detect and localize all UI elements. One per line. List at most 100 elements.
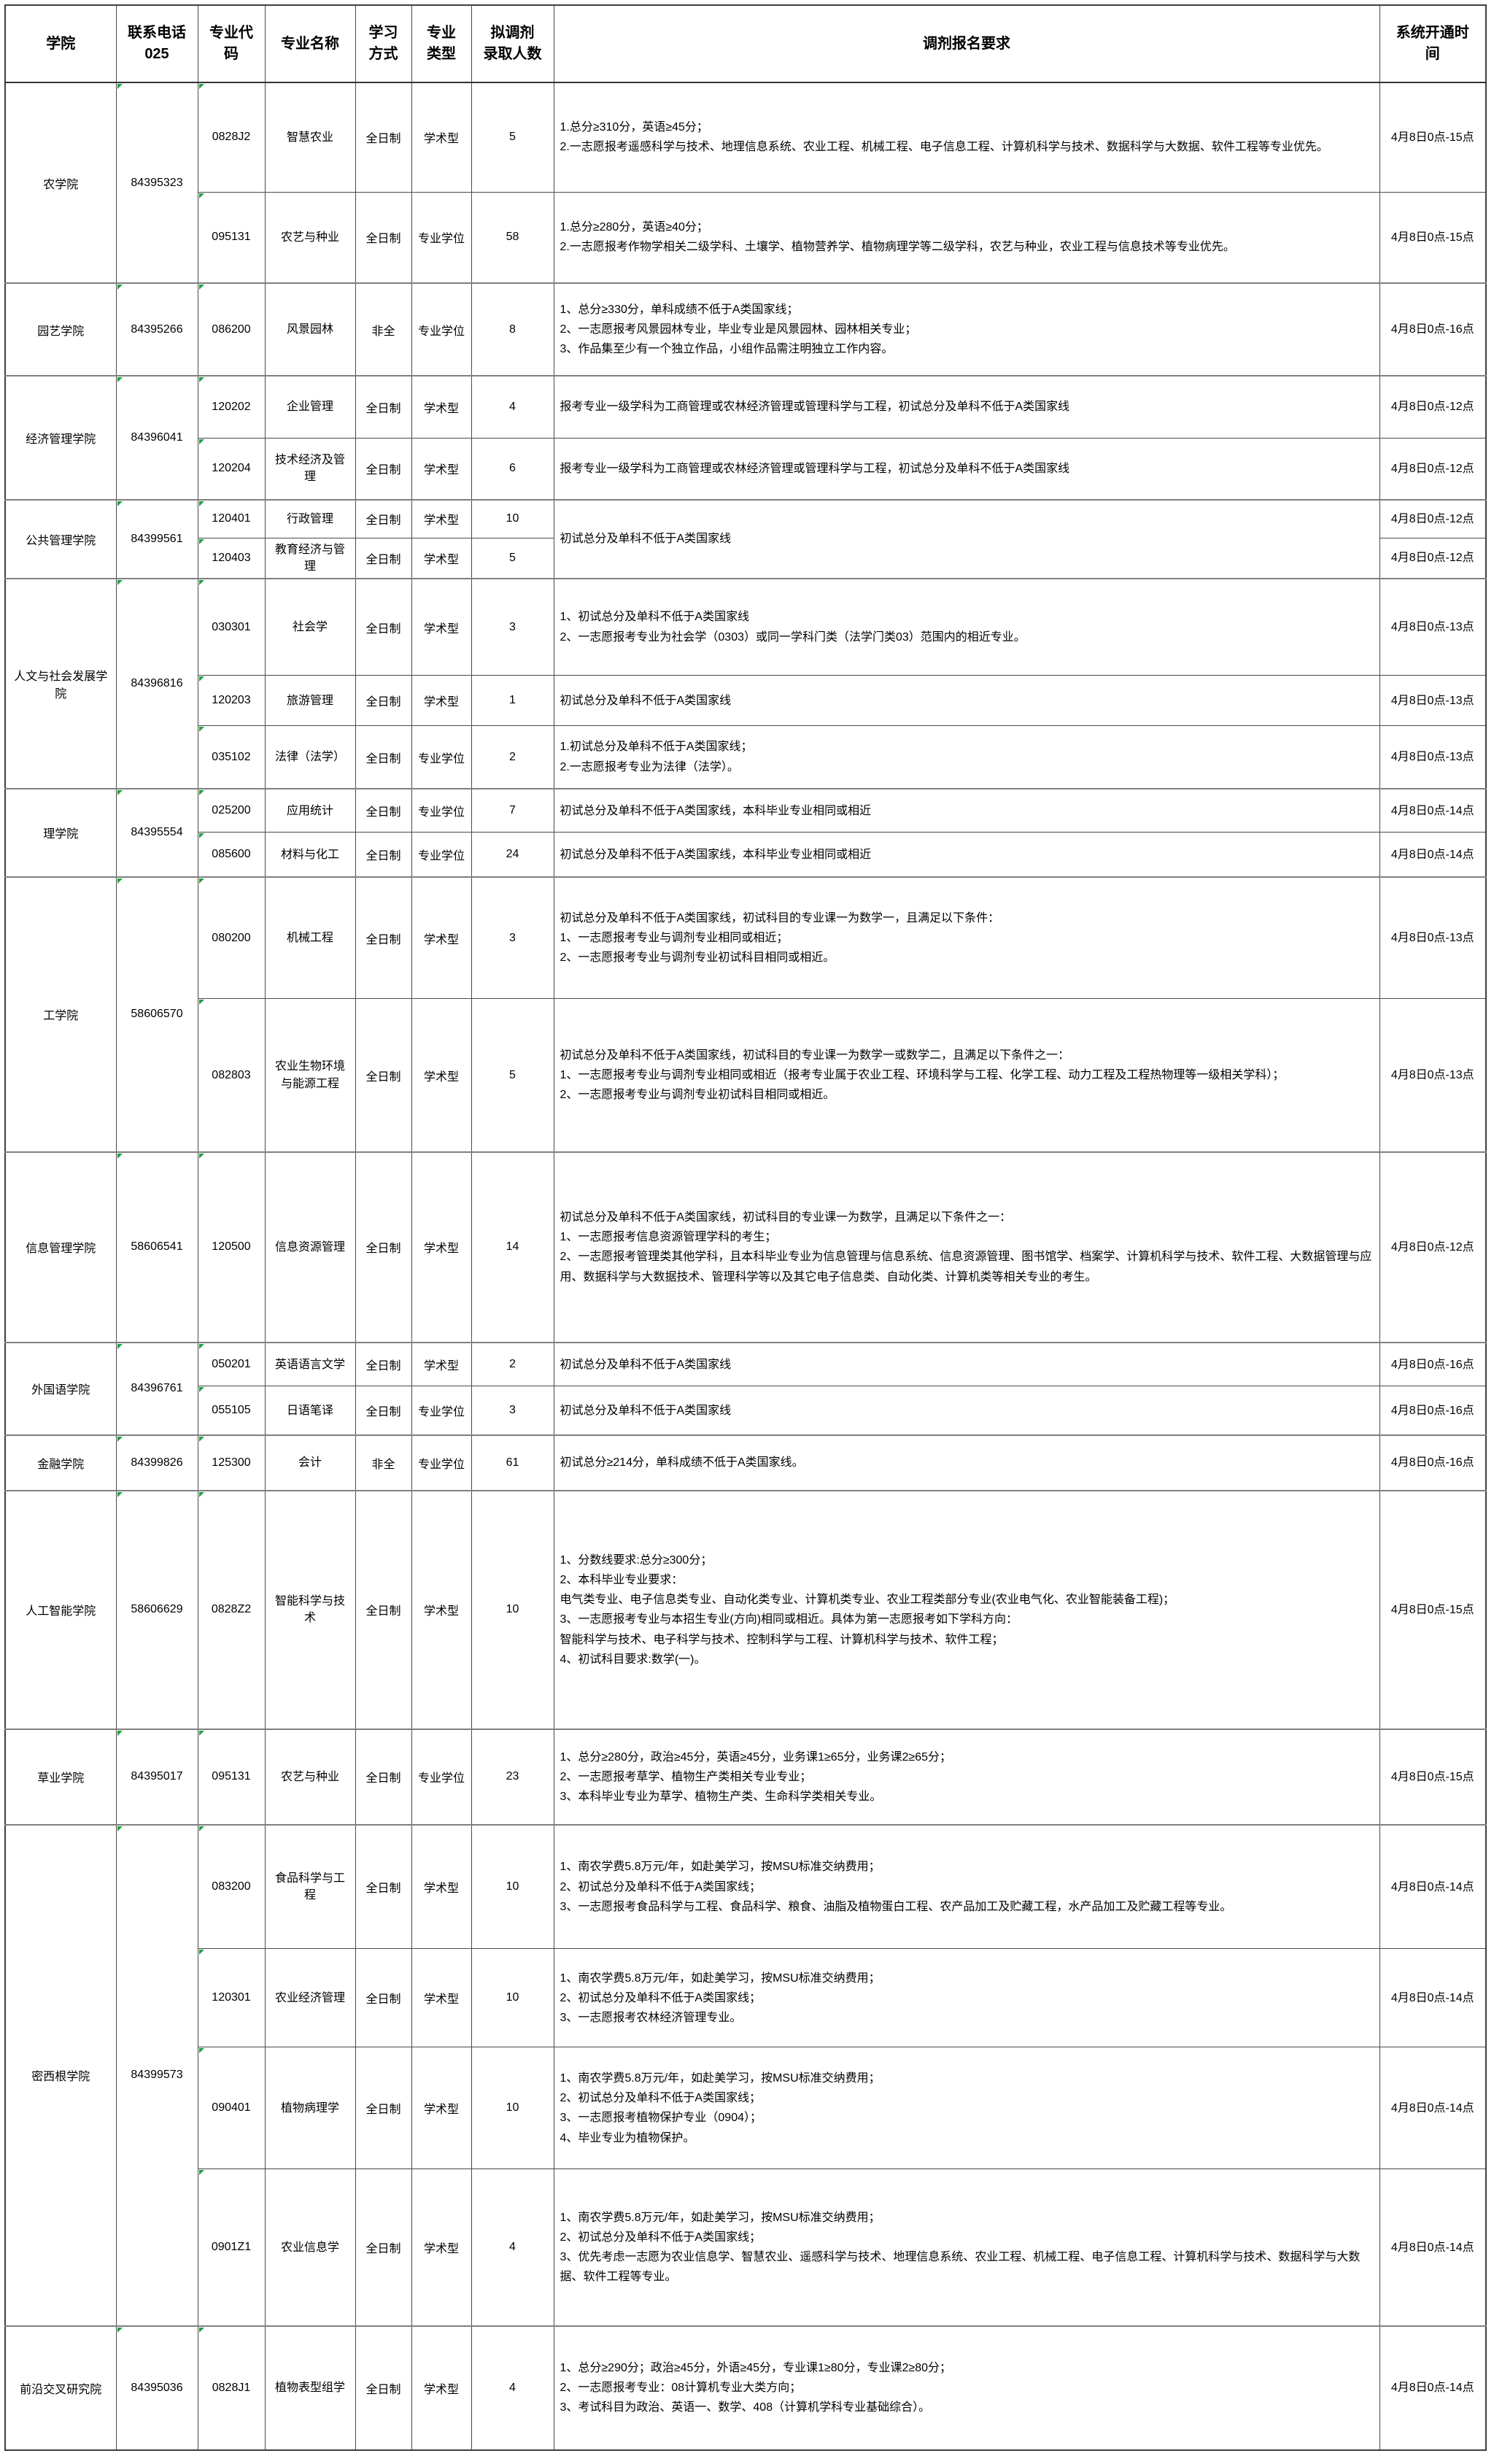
degree-type-cell: 学术型 (411, 2047, 472, 2170)
study-mode-cell: 全日制 (355, 1823, 412, 1950)
major-code-cell: 0901Z1 (197, 2168, 266, 2327)
study-mode-cell: 全日制 (355, 998, 412, 1153)
open-time-cell: 4月8日0点-13点 (1379, 577, 1487, 676)
column-header-phone: 联系电话 025 (115, 4, 198, 83)
study-mode-cell: 全日制 (355, 1386, 412, 1436)
table-row: 园艺学院 84395266 086200 风景园林 非全 专业学位 8 1、总分≥330分，单… (4, 282, 1487, 376)
table-row: 095131 农艺与种业 全日制 专业学位 58 1.总分≥280分，英语≥40分； 2.… (5, 191, 1487, 284)
requirements-cell: 初试总分及单科不低于A类国家线 (553, 675, 1380, 727)
table-row: 035102 法律（法学） 全日制 专业学位 2 1.初试总分及单科不低于A类国家线； 2… (5, 725, 1487, 789)
study-mode-cell: 全日制 (355, 1948, 412, 2048)
study-mode-cell: 全日制 (355, 375, 412, 439)
major-name-cell: 应用统计 (264, 787, 356, 833)
degree-type-cell: 学术型 (411, 499, 472, 538)
requirements-cell: 初试总分及单科不低于A类国家线 (553, 1386, 1380, 1436)
major-name-cell: 会计 (264, 1434, 356, 1491)
major-name-cell: 技术经济及管理 (264, 437, 356, 501)
study-mode-cell: 全日制 (355, 499, 412, 538)
study-mode-cell: 全日制 (355, 1728, 412, 1826)
major-code-cell: 0828Z2 (197, 1489, 266, 1730)
adjustment-table: 学院 联系电话 025 专业代 码专业名称 学习 方式 专业 类型 拟调剂 录取人数 调剂报… (4, 4, 1487, 2451)
study-mode-cell: 全日制 (355, 832, 412, 878)
requirements-cell: 1.总分≥280分，英语≥40分； 2.一志愿报考作物学相关二级学科、土壤学、植… (553, 191, 1380, 284)
phone-cell: 58606541 (115, 1151, 198, 1343)
major-code-cell: 125300 (197, 1434, 266, 1491)
phone-cell: 84395323 (115, 82, 198, 284)
open-time-cell: 4月8日0点-16点 (1379, 282, 1487, 376)
study-mode-cell: 全日制 (355, 82, 412, 193)
requirements-cell: 1、南农学费5.8万元/年，如赴美学习，按MSU标准交纳费用； 2、初试总分及单… (553, 2047, 1380, 2170)
column-header-degree-type: 专业 类型 (411, 4, 472, 83)
table-row: 085600 材料与化工 全日制 专业学位 24 初试总分及单科不低于A类国家线，本科毕业… (5, 832, 1487, 878)
major-name-cell: 农业经济管理 (264, 1948, 356, 2048)
phone-cell: 58606629 (115, 1489, 198, 1730)
open-time-cell: 4月8日0点-14点 (1379, 2325, 1487, 2451)
column-header-open-time: 系统开通时 间 (1379, 4, 1487, 83)
study-mode-cell: 全日制 (355, 577, 412, 676)
quota-cell: 7 (471, 787, 554, 833)
requirements-cell: 1、分数线要求:总分≥300分； 2、本科毕业专业要求： 电气类专业、电子信息类… (553, 1489, 1380, 1730)
requirements-cell: 初试总分及单科不低于A类国家线，初试科目的专业课一为数学一，且满足以下条件： 1… (553, 876, 1380, 1000)
college-cell: 工学院 (4, 876, 117, 1153)
major-code-cell: 120204 (197, 437, 266, 501)
quota-cell: 5 (471, 998, 554, 1153)
college-cell: 草业学院 (4, 1728, 117, 1826)
study-mode-cell: 全日制 (355, 725, 412, 789)
quota-cell: 10 (471, 1823, 554, 1950)
open-time-cell: 4月8日0点-15点 (1379, 82, 1487, 193)
major-code-cell: 083200 (197, 1823, 266, 1950)
phone-cell: 84395036 (115, 2325, 198, 2451)
column-header-quota: 拟调剂 录取人数 (471, 4, 554, 83)
major-name-cell: 行政管理 (264, 499, 356, 538)
requirements-cell: 1、南农学费5.8万元/年，如赴美学习，按MSU标准交纳费用； 2、初试总分及单… (553, 1823, 1380, 1950)
college-cell: 人文与社会发展学院 (4, 577, 117, 789)
major-name-cell: 农业生物环境与能源工程 (264, 998, 356, 1153)
table-row: 090401 植物病理学 全日制 学术型 10 1、南农学费5.8万元/年，如赴美学习，按… (5, 2047, 1487, 2170)
quota-cell: 23 (471, 1728, 554, 1826)
major-code-cell: 120202 (197, 375, 266, 439)
requirements-cell: 报考专业一级学科为工商管理或农林经济管理或管理科学与工程，初试总分及单科不低于A… (553, 437, 1380, 501)
quota-cell: 10 (471, 2047, 554, 2170)
college-cell: 金融学院 (4, 1434, 117, 1491)
major-code-cell: 080200 (197, 876, 266, 1000)
major-code-cell: 120301 (197, 1948, 266, 2048)
phone-cell: 84396041 (115, 375, 198, 501)
requirements-cell: 1.总分≥310分，英语≥45分； 2.一志愿报考遥感科学与技术、地理信息系统、… (553, 82, 1380, 193)
study-mode-cell: 全日制 (355, 1341, 412, 1387)
degree-type-cell: 学术型 (411, 1823, 472, 1950)
quota-cell: 58 (471, 191, 554, 284)
open-time-cell: 4月8日0点-15点 (1379, 1728, 1487, 1826)
phone-cell: 84395266 (115, 282, 198, 376)
college-cell: 理学院 (4, 787, 117, 878)
study-mode-cell: 全日制 (355, 675, 412, 727)
phone-cell: 84396816 (115, 577, 198, 789)
phone-cell: 58606570 (115, 876, 198, 1153)
major-name-cell: 企业管理 (264, 375, 356, 439)
requirements-cell: 初试总分≥214分，单科成绩不低于A类国家线。 (553, 1434, 1380, 1491)
major-code-cell: 120403 (197, 537, 266, 579)
column-header-major-name: 专业名称 (264, 4, 356, 83)
requirements-cell: 报考专业一级学科为工商管理或农林经济管理或管理科学与工程，初试总分及单科不低于A… (553, 375, 1380, 439)
major-code-cell: 120401 (197, 499, 266, 538)
study-mode-cell: 全日制 (355, 2047, 412, 2170)
major-code-cell: 086200 (197, 282, 266, 376)
major-name-cell: 智慧农业 (264, 82, 356, 193)
quota-cell: 4 (471, 375, 554, 439)
degree-type-cell: 学术型 (411, 437, 472, 501)
major-name-cell: 英语语言文学 (264, 1341, 356, 1387)
major-code-cell: 030301 (197, 577, 266, 676)
table-row: 经济管理学院 84396041 120202 企业管理 全日制 学术型 4 报考专业一级学科为… (4, 375, 1487, 501)
quota-cell: 6 (471, 437, 554, 501)
open-time-cell: 4月8日0点-16点 (1379, 1434, 1487, 1491)
open-time-cell: 4月8日0点-14点 (1379, 832, 1487, 878)
degree-type-cell: 学术型 (411, 1151, 472, 1343)
college-cell: 经济管理学院 (4, 375, 117, 501)
table-row: 公共管理学院 84399561 120401 行政管理 全日制 学术型 10 初试总分及单科不… (4, 499, 1487, 579)
degree-type-cell: 学术型 (411, 82, 472, 193)
major-name-cell: 食品科学与工程 (264, 1823, 356, 1950)
phone-cell: 84399561 (115, 499, 198, 579)
table-row: 理学院 84395554 025200 应用统计 全日制 专业学位 7 初试总分及单科不低于A… (4, 787, 1487, 878)
degree-type-cell: 专业学位 (411, 787, 472, 833)
quota-cell: 4 (471, 2168, 554, 2327)
column-header-study-mode: 学习 方式 (355, 4, 412, 83)
